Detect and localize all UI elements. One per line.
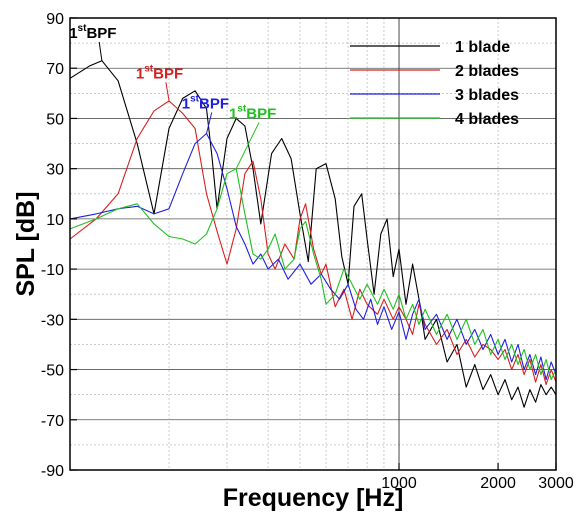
x-tick-label: 1000 bbox=[381, 475, 417, 492]
y-tick-label: 50 bbox=[46, 111, 64, 128]
series-line-3-blades bbox=[69, 132, 557, 381]
y-tick-label: 90 bbox=[46, 11, 64, 28]
bpf-label: 1stBPF bbox=[182, 93, 229, 112]
x-tick-label: 3000 bbox=[538, 475, 574, 492]
bpf-label: 1stBPF bbox=[229, 103, 276, 122]
x-tick-label: 2000 bbox=[480, 475, 516, 492]
bpf-label: 1stBPF bbox=[69, 23, 116, 42]
y-tick-label: 30 bbox=[46, 162, 64, 179]
y-tick-label: -30 bbox=[41, 312, 64, 329]
annotation-leader bbox=[235, 122, 260, 169]
y-tick-label: 70 bbox=[46, 61, 64, 78]
legend: 1 blade 2 blades 3 blades 4 blades bbox=[350, 39, 519, 128]
series-line-4-blades bbox=[69, 168, 557, 381]
y-tick-label: -70 bbox=[41, 413, 64, 430]
annotation-leader bbox=[98, 42, 103, 61]
series-lines bbox=[69, 60, 557, 408]
y-tick-label: -10 bbox=[41, 262, 64, 279]
annotation-leader bbox=[165, 82, 170, 101]
plot-frame bbox=[69, 17, 557, 471]
x-axis-ticks: 1000 2000 3000 bbox=[381, 463, 574, 492]
y-tick-label: -90 bbox=[41, 463, 64, 480]
bpf-label: 1stBPF bbox=[136, 63, 183, 82]
legend-label: 3 blades bbox=[455, 87, 519, 104]
legend-label: 1 blade bbox=[455, 39, 510, 56]
y-tick-label: 10 bbox=[46, 212, 64, 229]
x-axis-title: Frequency [Hz] bbox=[223, 484, 404, 512]
y-tick-label: -50 bbox=[41, 363, 64, 380]
legend-label: 4 blades bbox=[455, 111, 519, 128]
y-axis-title: SPL [dB] bbox=[12, 191, 40, 296]
annotation-leader bbox=[206, 112, 213, 134]
legend-label: 2 blades bbox=[455, 63, 519, 80]
series-line-2-blades bbox=[69, 100, 557, 386]
y-axis-ticks: -90 -70 -50 -30 -10 10 30 50 70 90 bbox=[41, 11, 77, 480]
